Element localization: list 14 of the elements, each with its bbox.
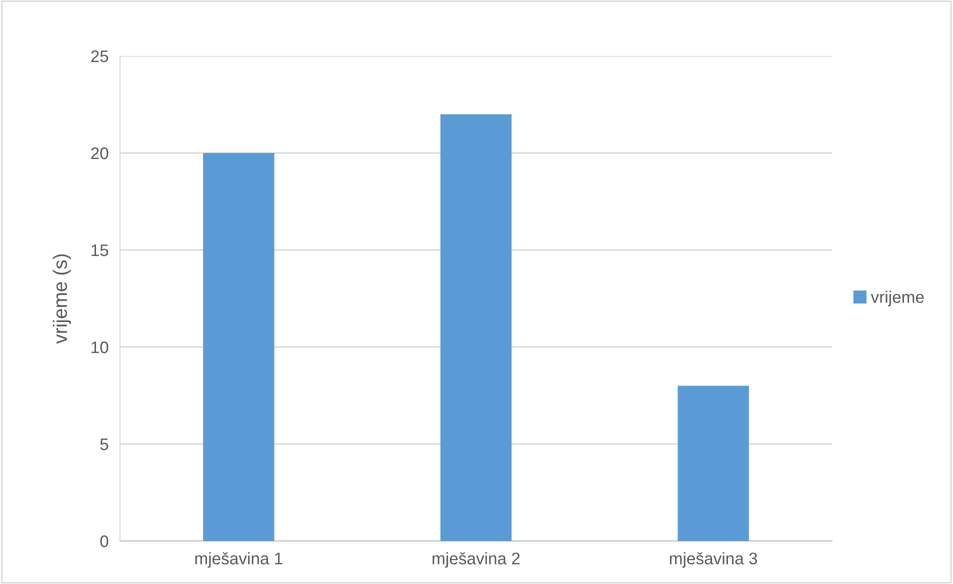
y-tick-label: 10 xyxy=(92,341,108,354)
bar xyxy=(678,386,749,541)
x-tick-label: mješavina 3 xyxy=(670,552,758,568)
x-tick-label: mješavina 1 xyxy=(195,552,282,568)
y-tick-label: 0 xyxy=(100,535,108,548)
bar xyxy=(440,114,512,541)
y-tick-label: 15 xyxy=(92,244,108,256)
y-tick-label: 5 xyxy=(100,438,108,450)
bar xyxy=(203,153,274,541)
y-tick-label: 20 xyxy=(91,147,108,160)
y-axis-title: vrijeme (s) xyxy=(52,254,71,344)
legend-label: vrijeme xyxy=(870,290,924,306)
y-tick-label: 25 xyxy=(91,50,108,62)
x-tick-label: mješavina 2 xyxy=(432,552,520,568)
